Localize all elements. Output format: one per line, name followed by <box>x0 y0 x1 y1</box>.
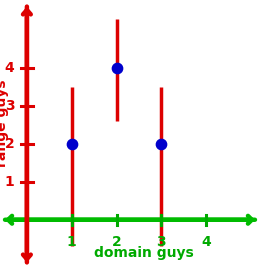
Text: 2: 2 <box>112 235 121 249</box>
Text: range guys: range guys <box>0 79 9 167</box>
Text: 4: 4 <box>5 61 14 75</box>
Point <box>70 142 74 146</box>
Text: 3: 3 <box>5 99 14 113</box>
Text: 3: 3 <box>157 235 166 249</box>
Point <box>159 142 164 146</box>
Point <box>114 66 119 70</box>
Text: 2: 2 <box>5 137 14 151</box>
Text: 1: 1 <box>67 235 77 249</box>
Text: 1: 1 <box>5 175 14 189</box>
Text: domain guys: domain guys <box>94 246 193 260</box>
Text: 4: 4 <box>201 235 211 249</box>
